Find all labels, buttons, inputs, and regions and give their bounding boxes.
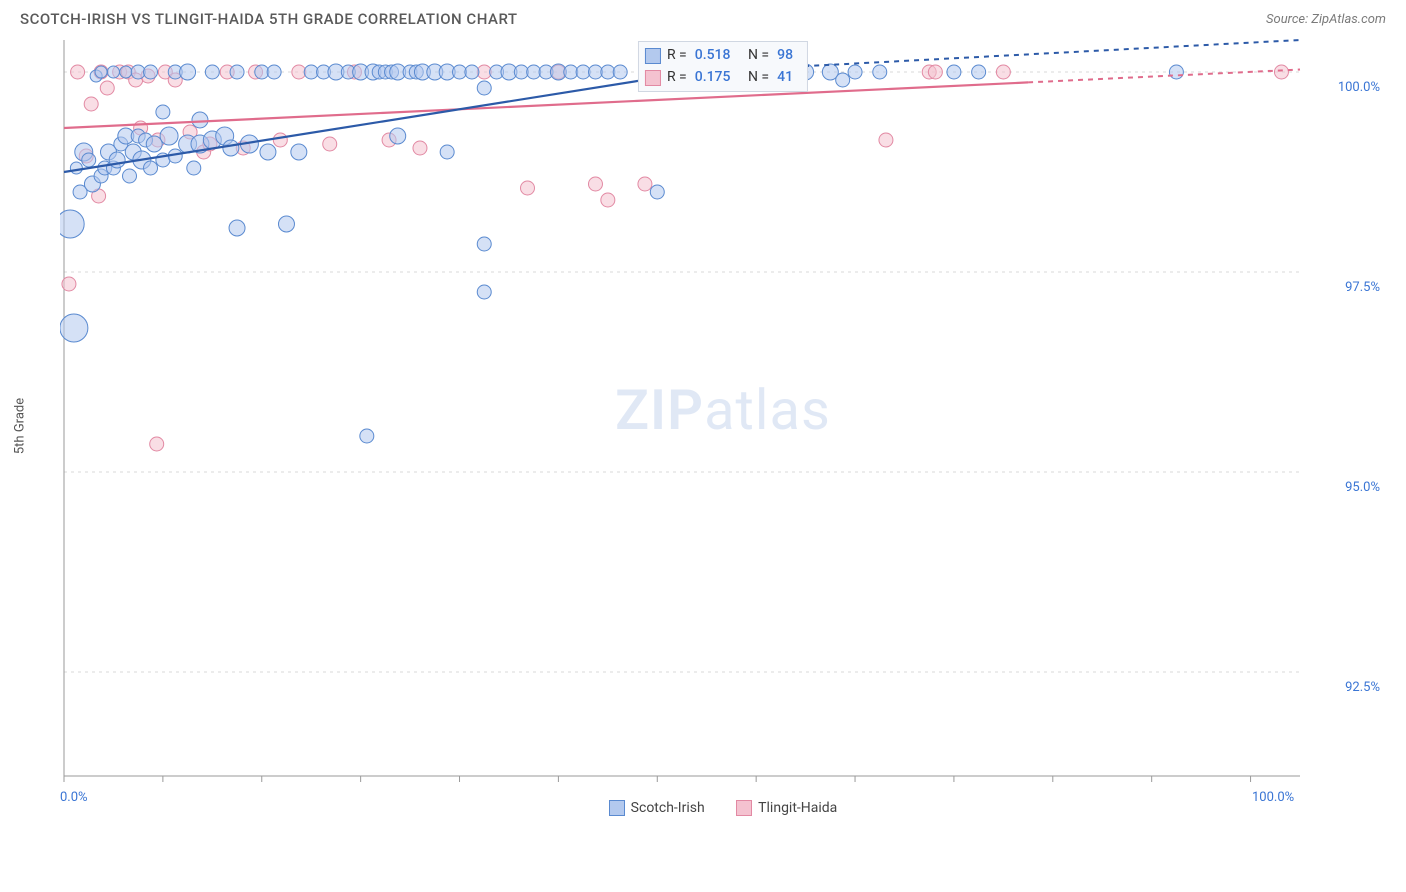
legend-swatch-icon	[736, 800, 752, 816]
legend-value: 0.175	[693, 67, 733, 89]
legend-text: N =	[748, 67, 769, 89]
chart-title: SCOTCH-IRISH VS TLINGIT-HAIDA 5TH GRADE …	[20, 10, 518, 28]
y-axis-label: 5th Grade	[13, 398, 28, 454]
y-tick-label: 92.5%	[1345, 680, 1380, 695]
x-tick-label: 100.0%	[1252, 790, 1294, 805]
legend-row: R = 0.175 N = 41	[645, 67, 795, 89]
legend-row: R = 0.518 N = 98	[645, 45, 795, 67]
legend-text: N =	[748, 45, 769, 67]
legend-item: Tlingit-Haida	[736, 800, 837, 816]
source-label: Source: ZipAtlas.com	[1266, 12, 1386, 27]
scatter-plot	[60, 36, 1370, 796]
legend-label: Tlingit-Haida	[758, 800, 837, 816]
legend-text: R =	[667, 45, 687, 67]
legend-value: 41	[775, 67, 795, 89]
bottom-legend: Scotch-Irish Tlingit-Haida	[60, 800, 1386, 820]
legend-text: R =	[667, 67, 687, 89]
legend-value: 0.518	[693, 45, 733, 67]
legend-label: Scotch-Irish	[631, 800, 705, 816]
legend-item: Scotch-Irish	[609, 800, 705, 816]
legend-correlation-box: R = 0.518 N = 98 R = 0.175 N = 41	[638, 41, 808, 92]
legend-swatch-icon	[609, 800, 625, 816]
y-tick-label: 97.5%	[1345, 280, 1380, 295]
chart-area: 5th Grade ZIPatlas R = 0.518 N = 98 R = …	[60, 36, 1386, 816]
x-tick-label: 0.0%	[60, 790, 88, 805]
y-tick-label: 95.0%	[1345, 480, 1380, 495]
legend-value: 98	[775, 45, 795, 67]
legend-swatch-icon	[645, 70, 661, 86]
legend-swatch-icon	[645, 48, 661, 64]
y-tick-label: 100.0%	[1338, 80, 1380, 95]
